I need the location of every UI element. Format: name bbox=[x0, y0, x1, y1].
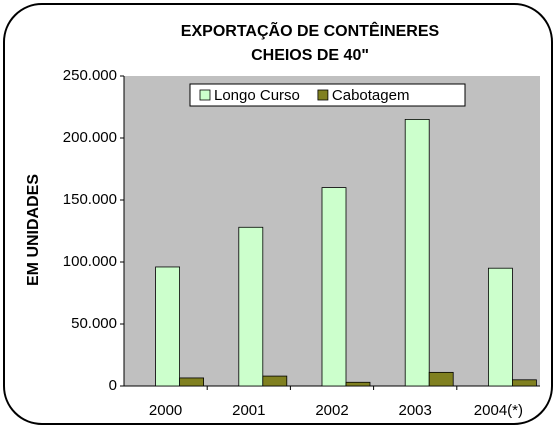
y-tick-label: 50.000 bbox=[71, 315, 117, 332]
x-tick-label: 2004(*) bbox=[474, 402, 523, 419]
x-tick-label: 2001 bbox=[232, 402, 265, 419]
legend-swatch bbox=[199, 89, 211, 101]
legend-swatch bbox=[317, 89, 329, 101]
bar bbox=[404, 119, 430, 387]
chart-title: EXPORTAÇÃO DE CONTÊINERES bbox=[181, 20, 440, 40]
y-tick-label: 250.000 bbox=[63, 67, 117, 84]
bar bbox=[428, 371, 454, 387]
x-tick-label: 2003 bbox=[399, 402, 432, 419]
y-tick-label: 100.000 bbox=[63, 253, 117, 270]
y-axis-label: EM UNIDADES bbox=[25, 174, 42, 286]
x-tick-label: 2002 bbox=[315, 402, 348, 419]
legend-label: Longo Curso bbox=[214, 87, 300, 104]
bar bbox=[512, 379, 537, 387]
bar bbox=[262, 375, 288, 387]
bar bbox=[179, 377, 205, 387]
y-tick-label: 0 bbox=[109, 377, 117, 394]
bar bbox=[321, 187, 347, 387]
bar bbox=[155, 266, 181, 387]
bar bbox=[487, 267, 513, 387]
bar bbox=[238, 226, 264, 387]
legend-label: Cabotagem bbox=[332, 87, 410, 104]
y-tick-label: 200.000 bbox=[63, 129, 117, 146]
bar bbox=[345, 381, 371, 387]
x-tick-label: 2000 bbox=[149, 402, 182, 419]
y-tick-label: 150.000 bbox=[63, 191, 117, 208]
chart-title: CHEIOS DE 40" bbox=[251, 47, 369, 64]
